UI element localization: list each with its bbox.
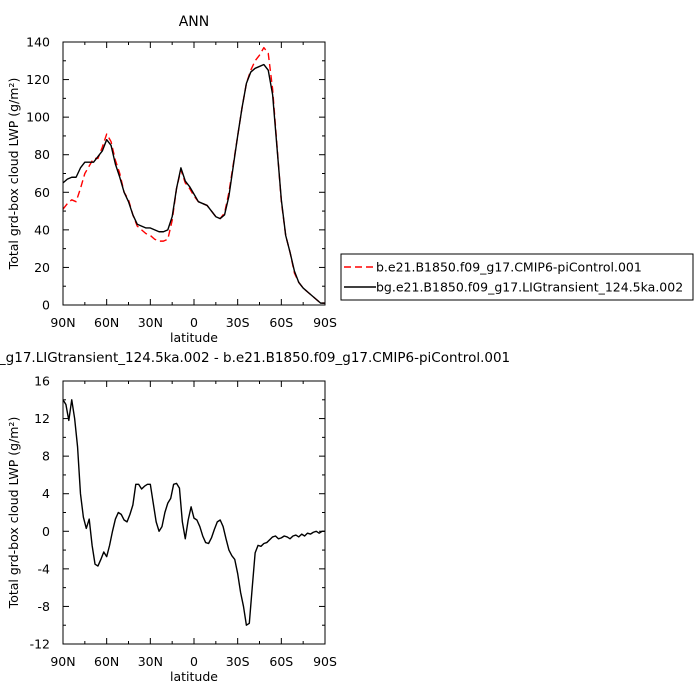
y-tick-label: 12 (34, 411, 50, 426)
series-line-2 (63, 63, 325, 304)
y-tick-label: 20 (34, 260, 50, 275)
series-line-1 (63, 399, 325, 626)
y-tick-label: 80 (34, 147, 50, 162)
y-tick-label: -8 (38, 599, 51, 614)
y-tick-label: 100 (26, 110, 50, 125)
legend-label-1: b.e21.B1850.f09_g17.CMIP6-piControl.001 (376, 260, 642, 275)
chart-panel-1: ANN 0 20 40 60 80 100 120 140 90N 60N 30N 0 30S 60S 90S… (6, 14, 694, 345)
y-axis-label: Total grd-box cloud LWP (g/m²) (6, 417, 21, 610)
x-axis-label: latitude (170, 669, 218, 684)
x-tick-label: 30S (226, 654, 250, 669)
legend-label-2: bg.e21.B1850.f09_g17.LIGtransient_124.5k… (376, 280, 683, 295)
y-tick-label: 120 (26, 72, 50, 87)
plot-frame (62, 380, 326, 645)
y-tick-label: 4 (42, 486, 50, 501)
x-tick-label: 60S (269, 315, 293, 330)
chart-title: bg.e21.B1850.f09_g17.LIGtransient_124.5k… (0, 350, 510, 366)
x-tick-label: 90S (313, 654, 337, 669)
y-axis-label: Total grd-box cloud LWP (g/m²) (6, 78, 21, 271)
legend: b.e21.B1850.f09_g17.CMIP6-piControl.001b… (340, 253, 694, 301)
x-tick-label: 30N (138, 315, 163, 330)
y-tick-label: 60 (34, 185, 50, 200)
y-tick-label: 0 (42, 524, 50, 539)
y-tick-label: 40 (34, 222, 50, 237)
x-axis-label: latitude (170, 330, 218, 345)
y-tick-label: 8 (42, 449, 50, 464)
chart-panel-2: bg.e21.B1850.f09_g17.LIGtransient_124.5k… (0, 350, 510, 684)
y-tick-label: -4 (38, 561, 51, 576)
x-tick-label: 60N (94, 654, 119, 669)
x-tick-label: 90S (313, 315, 337, 330)
x-tick-label: 90N (50, 654, 75, 669)
series-line-1 (63, 46, 325, 304)
y-tick-label: 16 (34, 374, 50, 389)
y-tick-label: -12 (30, 637, 50, 652)
plot-frame (62, 41, 326, 306)
y-tick-label: 140 (26, 35, 50, 50)
x-tick-label: 30S (226, 315, 250, 330)
x-tick-label: 30N (138, 654, 163, 669)
x-tick-label: 60S (269, 654, 293, 669)
legend-box (340, 253, 694, 301)
x-tick-label: 60N (94, 315, 119, 330)
y-tick-label: 0 (42, 298, 50, 313)
x-tick-label: 0 (190, 654, 198, 669)
chart-title: ANN (179, 14, 210, 30)
x-tick-label: 0 (190, 315, 198, 330)
x-tick-label: 90N (50, 315, 75, 330)
